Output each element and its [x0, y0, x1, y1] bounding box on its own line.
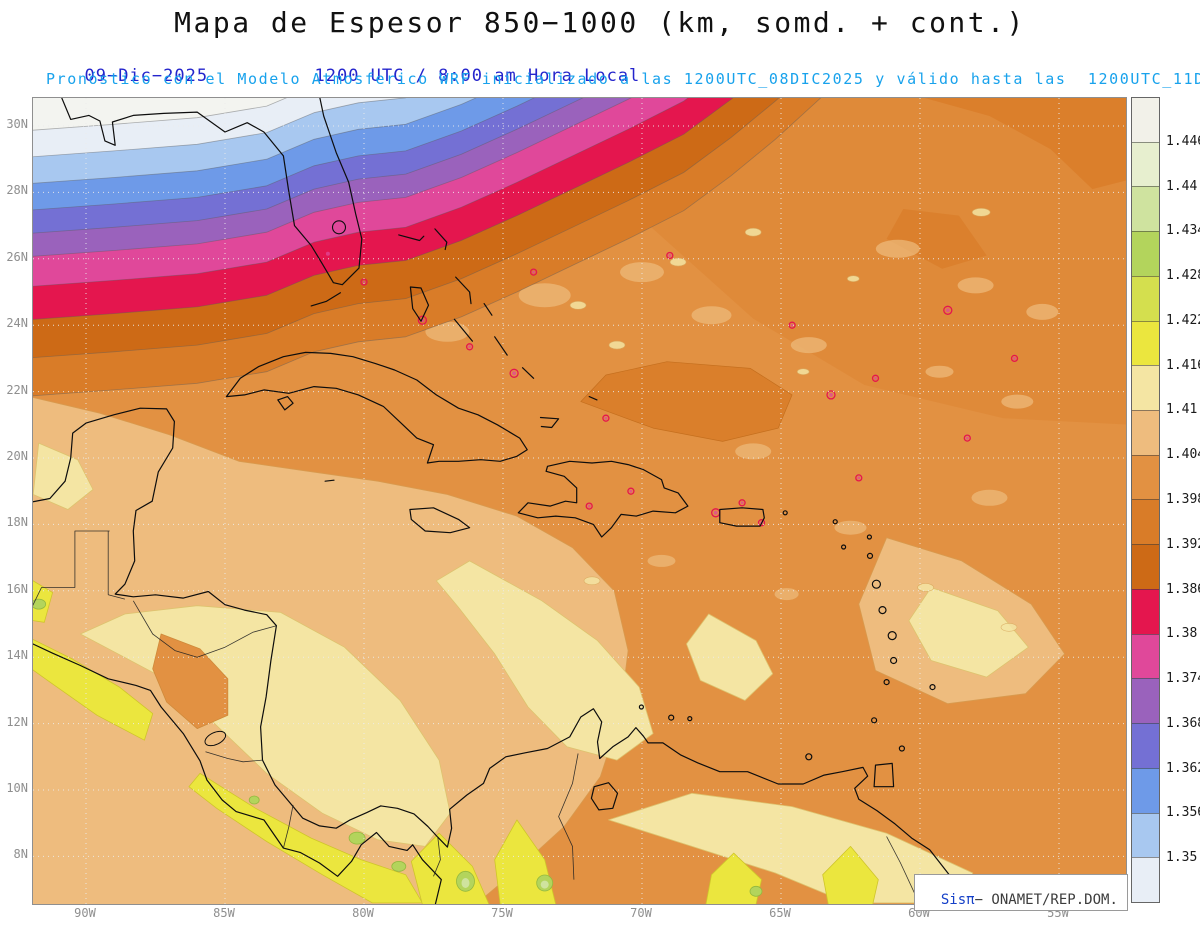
- lon-label-75W: 75W: [491, 906, 513, 920]
- thickness-contour-map: [33, 98, 1126, 904]
- colorbar-segment-0: [1132, 98, 1159, 142]
- colorbar-label-1.428: 1.428: [1166, 268, 1200, 284]
- colorbar-label-1.362: 1.362: [1166, 760, 1200, 776]
- colorbar-label-1.398: 1.398: [1166, 492, 1200, 507]
- colorbar-segment-1: [1132, 141, 1159, 187]
- lat-label-14N: 14N: [6, 648, 28, 663]
- colorbar-segment-5: [1132, 320, 1159, 366]
- colorbar-segment-13: [1132, 678, 1159, 724]
- lon-label-70W: 70W: [630, 906, 652, 920]
- lat-label-28N: 28N: [6, 183, 28, 198]
- watermark: Sisπ− ONAMET/REP.DOM.: [914, 874, 1128, 911]
- colorbar-label-1.368: 1.368: [1166, 715, 1200, 731]
- colorbar-segment-8: [1132, 454, 1159, 500]
- colorbar-label-1.422: 1.422: [1166, 312, 1200, 328]
- colorbar-label-1.41: 1.41: [1166, 402, 1198, 418]
- lat-label-22N: 22N: [6, 382, 28, 397]
- lat-label-26N: 26N: [6, 249, 28, 264]
- colorbar-segment-2: [1132, 186, 1159, 232]
- colorbar-segment-9: [1132, 499, 1159, 545]
- valid-time: 1200 UTC / 8:00 am Hora Local: [314, 66, 641, 86]
- colorbar-label-1.44: 1.44: [1166, 178, 1198, 194]
- lon-label-80W: 80W: [352, 906, 374, 920]
- colorbar-label-1.434: 1.434: [1166, 223, 1200, 239]
- colorbar-segment-10: [1132, 544, 1159, 589]
- colorbar-label-1.404: 1.404: [1166, 447, 1200, 463]
- colorbar-label-1.35: 1.35: [1166, 850, 1198, 866]
- colorbar-segment-3: [1132, 231, 1159, 276]
- lat-label-24N: 24N: [6, 316, 28, 331]
- lat-label-10N: 10N: [6, 781, 28, 795]
- colorbar-segment-14: [1132, 723, 1159, 768]
- lat-label-30N: 30N: [6, 117, 28, 131]
- colorbar-segment-16: [1132, 812, 1159, 858]
- lat-label-16N: 16N: [6, 581, 28, 596]
- colorbar: [1131, 97, 1160, 903]
- colorbar-label-1.416: 1.416: [1166, 357, 1200, 373]
- lat-label-20N: 20N: [6, 449, 28, 463]
- forecast-description: Pronóstico con el Modelo Atmosferico WRF…: [46, 70, 1200, 88]
- colorbar-label-1.38: 1.38: [1166, 626, 1198, 642]
- watermark-org: − ONAMET/REP.DOM.: [974, 892, 1118, 908]
- valid-date: 09−Dic−2025: [84, 66, 209, 86]
- colorbar-label-1.392: 1.392: [1166, 536, 1200, 552]
- colorbar-label-1.356: 1.356: [1166, 805, 1200, 821]
- colorbar-label-1.446: 1.446: [1166, 133, 1200, 149]
- date-time-line: 09−Dic−2025 1200 UTC / 8:00 am Hora Local: [62, 46, 640, 86]
- colorbar-segment-17: [1132, 857, 1159, 902]
- colorbar-segment-4: [1132, 275, 1159, 321]
- colorbar-segment-11: [1132, 588, 1159, 634]
- colorbar-segment-15: [1132, 767, 1159, 813]
- colorbar-label-1.374: 1.374: [1166, 671, 1200, 687]
- lon-label-65W: 65W: [769, 906, 791, 920]
- lon-label-85W: 85W: [213, 906, 235, 920]
- lat-label-12N: 12N: [6, 714, 28, 729]
- colorbar-segment-6: [1132, 365, 1159, 411]
- lat-label-8N: 8N: [13, 847, 28, 862]
- colorbar-label-1.386: 1.386: [1166, 581, 1200, 597]
- weather-map: [32, 97, 1127, 905]
- lon-label-90W: 90W: [74, 906, 96, 920]
- lat-label-18N: 18N: [6, 515, 28, 530]
- colorbar-segment-12: [1132, 633, 1159, 679]
- page-title: Mapa de Espesor 850−1000 (km, somd. + co…: [174, 6, 1026, 39]
- watermark-app-name: Sisπ: [940, 892, 975, 908]
- colorbar-segment-7: [1132, 410, 1159, 455]
